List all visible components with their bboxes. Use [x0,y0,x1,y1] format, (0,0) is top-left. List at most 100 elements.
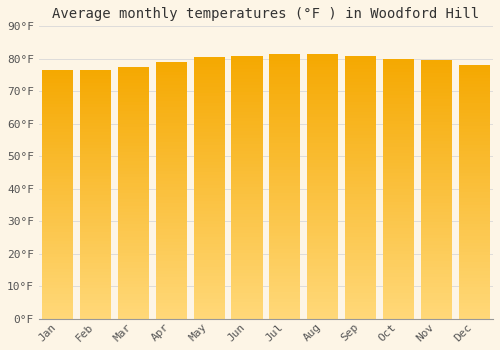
Bar [156,113,187,117]
Bar [458,100,490,103]
Bar [232,108,262,112]
Bar [80,157,111,160]
Bar [421,99,452,103]
Bar [345,286,376,289]
Bar [42,151,74,154]
Bar [42,198,74,201]
Bar [307,259,338,262]
Bar [80,151,111,154]
Bar [458,249,490,252]
Bar [80,83,111,86]
Bar [307,130,338,133]
Bar [383,212,414,215]
Bar [270,64,300,67]
Bar [383,98,414,101]
Bar [42,70,74,73]
Bar [80,73,111,76]
Bar [80,235,111,238]
Bar [42,201,74,204]
Bar [307,97,338,100]
Bar [383,91,414,95]
Bar [383,173,414,176]
Bar [194,201,224,204]
Bar [383,62,414,65]
Bar [270,133,300,137]
Bar [80,251,111,254]
Bar [42,167,74,170]
Bar [194,191,224,195]
Bar [307,160,338,163]
Bar [118,174,149,177]
Bar [307,262,338,266]
Bar [270,273,300,276]
Bar [80,216,111,219]
Bar [80,79,111,83]
Bar [345,108,376,112]
Bar [232,121,262,125]
Bar [156,120,187,123]
Bar [118,294,149,297]
Bar [270,94,300,97]
Bar [42,229,74,232]
Bar [156,300,187,303]
Bar [345,250,376,253]
Bar [232,289,262,293]
Bar [345,233,376,237]
Bar [270,90,300,94]
Bar [194,149,224,152]
Bar [156,75,187,78]
Bar [80,139,111,142]
Bar [80,219,111,223]
Bar [80,195,111,198]
Bar [42,182,74,185]
Bar [345,223,376,227]
Bar [194,175,224,178]
Bar [232,59,262,62]
Bar [194,80,224,83]
Bar [156,174,187,177]
Bar [80,316,111,319]
Bar [345,154,376,158]
Bar [458,129,490,132]
Bar [421,122,452,125]
Bar [194,188,224,191]
Bar [80,154,111,157]
Bar [156,229,187,232]
Bar [80,148,111,151]
Bar [80,114,111,117]
Bar [80,213,111,216]
Bar [458,154,490,157]
Bar [270,203,300,206]
Bar [270,80,300,84]
Bar [421,232,452,235]
Bar [156,213,187,216]
Bar [421,103,452,106]
Bar [383,306,414,309]
Bar [194,260,224,263]
Bar [383,117,414,120]
Bar [270,180,300,183]
Bar [232,299,262,302]
Bar [80,92,111,95]
Bar [194,234,224,237]
Bar [156,242,187,245]
Bar [156,168,187,171]
Bar [232,95,262,98]
Bar [270,97,300,100]
Bar [232,65,262,69]
Bar [383,192,414,195]
Bar [458,246,490,249]
Bar [156,104,187,107]
Bar [42,135,74,139]
Bar [345,115,376,118]
Bar [194,86,224,90]
Bar [383,69,414,72]
Bar [307,124,338,127]
Bar [194,227,224,231]
Bar [307,299,338,302]
Bar [156,264,187,267]
Bar [345,256,376,260]
Bar [194,74,224,77]
Bar [307,153,338,156]
Bar [232,233,262,237]
